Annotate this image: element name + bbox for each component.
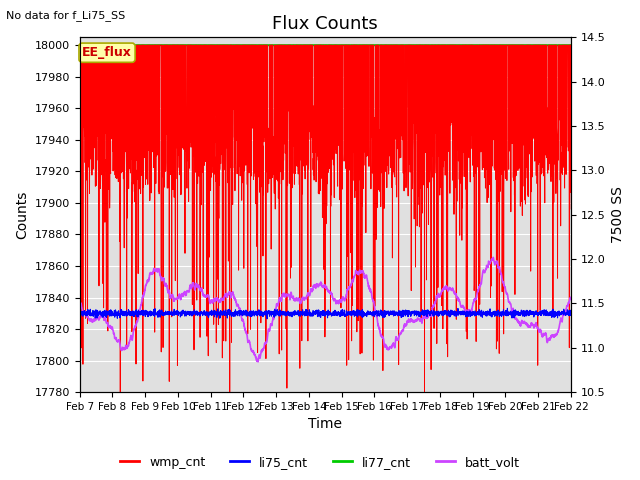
Y-axis label: 7500 SS: 7500 SS <box>611 186 625 243</box>
Y-axis label: Counts: Counts <box>15 191 29 239</box>
Text: EE_flux: EE_flux <box>82 46 132 59</box>
Text: No data for f_Li75_SS: No data for f_Li75_SS <box>6 10 125 21</box>
Title: Flux Counts: Flux Counts <box>273 15 378 33</box>
Legend: wmp_cnt, li75_cnt, li77_cnt, batt_volt: wmp_cnt, li75_cnt, li77_cnt, batt_volt <box>115 451 525 474</box>
X-axis label: Time: Time <box>308 418 342 432</box>
